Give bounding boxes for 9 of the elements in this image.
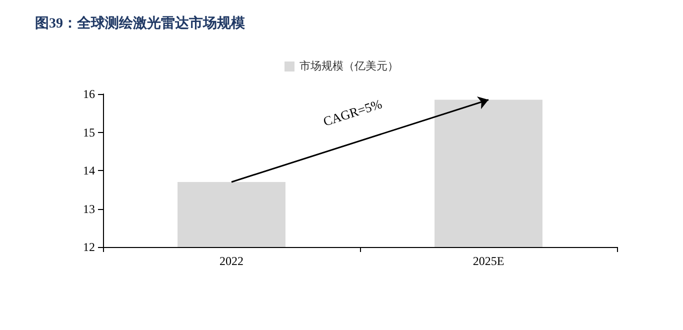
x-tick-label: 2022 [220, 254, 244, 268]
y-tick-label: 16 [83, 87, 95, 101]
chart-title: 图39：全球测绘激光雷达市场规模 [35, 14, 246, 32]
x-tick-label: 2025E [472, 254, 504, 268]
y-tick-label: 15 [83, 125, 95, 140]
y-tick-label: 13 [83, 202, 95, 216]
legend-label: 市场规模（亿美元） [300, 60, 398, 72]
y-tick-label: 14 [83, 164, 95, 178]
y-tick-label: 12 [83, 240, 95, 254]
